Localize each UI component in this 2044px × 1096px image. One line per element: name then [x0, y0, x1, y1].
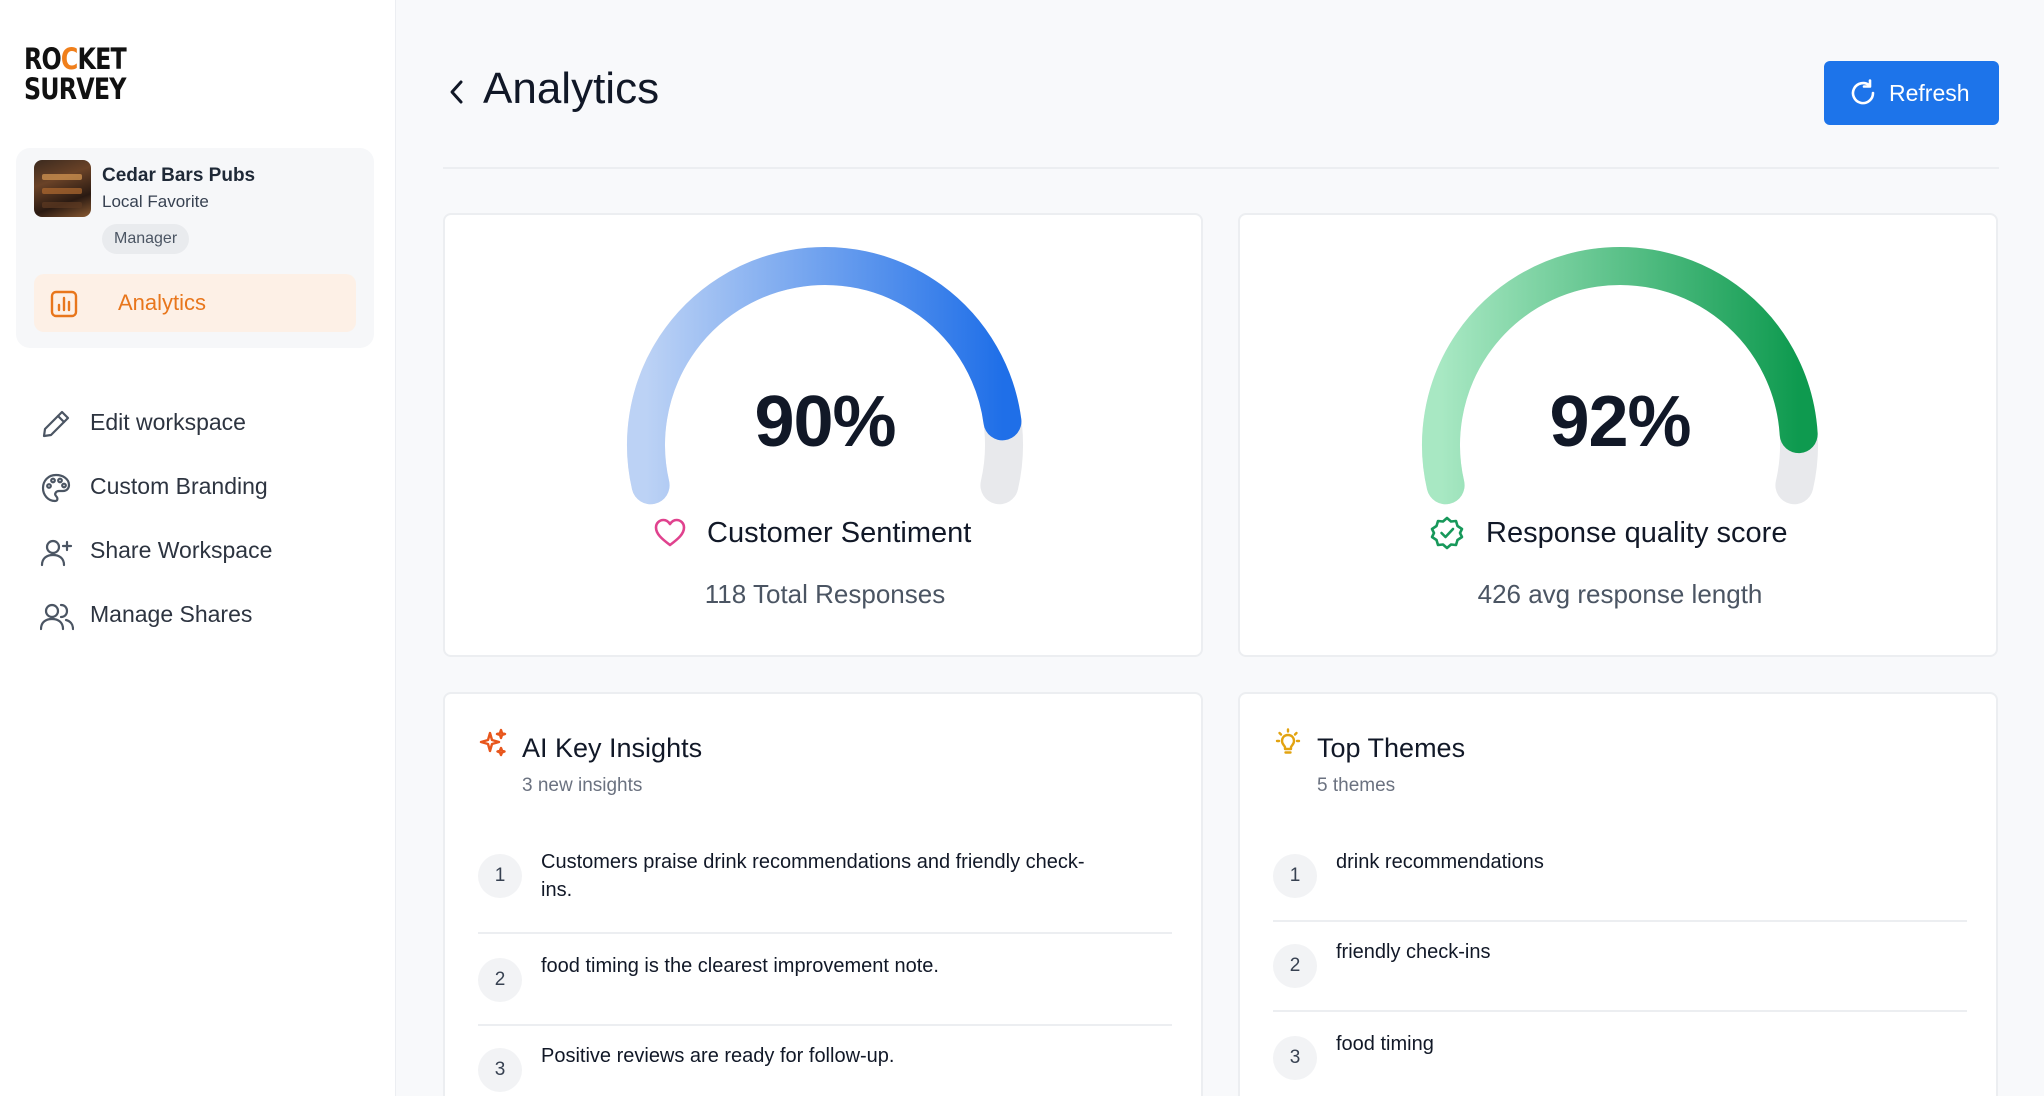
ai-insights-card: AI Key Insights 3 new insights 1 Custome… — [443, 692, 1203, 1096]
item-number: 2 — [478, 958, 522, 1002]
workspace-avatar — [34, 160, 91, 217]
sidebar-item-label: Share Workspace — [90, 537, 273, 563]
sidebar-item-manage-shares[interactable]: Manage Shares — [39, 594, 360, 638]
item-number: 2 — [1273, 944, 1317, 988]
item-number: 3 — [1273, 1036, 1317, 1080]
role-badge: Manager — [102, 224, 190, 254]
lightbulb-icon — [1273, 728, 1303, 763]
insights-title: AI Key Insights — [522, 733, 703, 763]
item-number: 1 — [1273, 854, 1317, 898]
item-text: food timing — [1336, 1033, 1434, 1055]
refresh-icon — [1849, 79, 1877, 110]
insights-subtitle: 3 new insights — [522, 775, 643, 796]
quality-value: 92% — [1549, 382, 1691, 462]
sidebar-item-custom-branding[interactable]: Custom Branding — [40, 466, 360, 510]
top-themes-card: Top Themes 5 themes 1 drink recommendati… — [1238, 692, 1998, 1096]
item-number: 3 — [478, 1048, 522, 1092]
item-text: food timing is the clearest improvement … — [541, 955, 939, 977]
header-divider — [443, 167, 1999, 169]
user-plus-icon — [40, 536, 74, 573]
item-text: drink recommendations — [1336, 851, 1544, 873]
item-text: Customers praise drink recommendations a… — [541, 851, 1085, 901]
quality-title: Response quality score — [1486, 517, 1788, 549]
sentiment-title: Customer Sentiment — [707, 517, 972, 549]
gauge-fill — [627, 247, 1022, 505]
workspace-name: Cedar Bars Pubs — [102, 165, 256, 186]
bar-chart-icon — [50, 290, 78, 323]
sentiment-value: 90% — [754, 382, 896, 462]
row-divider — [478, 932, 1172, 934]
page-title: Analytics — [483, 64, 660, 113]
sidebar-item-label: Custom Branding — [90, 473, 268, 499]
sidebar: ROCKET SURVEY Cedar Bars Pubs Local Favo… — [0, 0, 396, 1096]
badge-check-icon — [1430, 516, 1464, 555]
palette-icon — [40, 472, 72, 509]
sidebar-item-label: Manage Shares — [90, 601, 253, 627]
response-quality-card: 92% Response quality score 426 avg respo… — [1238, 213, 1998, 657]
item-text: Positive reviews are ready for follow-up… — [541, 1045, 895, 1067]
sentiment-subtitle: 118 Total Responses — [704, 579, 946, 609]
sidebar-item-analytics[interactable]: Analytics — [34, 274, 356, 332]
row-divider — [1273, 920, 1967, 922]
item-text: friendly check-ins — [1336, 941, 1491, 963]
quality-gauge — [1422, 247, 1818, 505]
users-icon — [39, 600, 75, 637]
sidebar-item-share-workspace[interactable]: Share Workspace — [40, 530, 360, 574]
sentiment-gauge — [627, 247, 1023, 505]
refresh-label: Refresh — [1889, 80, 1970, 106]
workspace-card: Cedar Bars Pubs Local Favorite Manager A… — [16, 148, 374, 348]
quality-subtitle: 426 avg response length — [1477, 579, 1763, 609]
sidebar-item-label: Analytics — [118, 290, 207, 315]
rocket-survey-logo[interactable]: ROCKET SURVEY — [24, 42, 127, 106]
sidebar-item-label: Edit workspace — [90, 409, 246, 435]
themes-title: Top Themes — [1317, 733, 1466, 763]
row-divider — [478, 1024, 1172, 1026]
workspace-subtitle: Local Favorite — [102, 192, 209, 211]
chevron-left-icon[interactable] — [446, 78, 468, 111]
gauge-fill — [1422, 247, 1818, 505]
row-divider — [1273, 1010, 1967, 1012]
customer-sentiment-card: 90% Customer Sentiment 118 Total Respons… — [443, 213, 1203, 657]
refresh-button[interactable]: Refresh — [1824, 61, 1999, 125]
sparkles-icon — [478, 728, 508, 763]
themes-subtitle: 5 themes — [1317, 775, 1396, 796]
heart-icon — [653, 517, 687, 554]
item-number: 1 — [478, 854, 522, 898]
sidebar-item-edit-workspace[interactable]: Edit workspace — [40, 402, 360, 446]
pencil-icon — [40, 408, 72, 445]
